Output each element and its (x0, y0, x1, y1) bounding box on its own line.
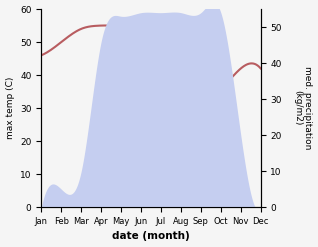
Y-axis label: max temp (C): max temp (C) (5, 77, 15, 139)
Y-axis label: med. precipitation
(kg/m2): med. precipitation (kg/m2) (293, 66, 313, 150)
X-axis label: date (month): date (month) (112, 231, 190, 242)
